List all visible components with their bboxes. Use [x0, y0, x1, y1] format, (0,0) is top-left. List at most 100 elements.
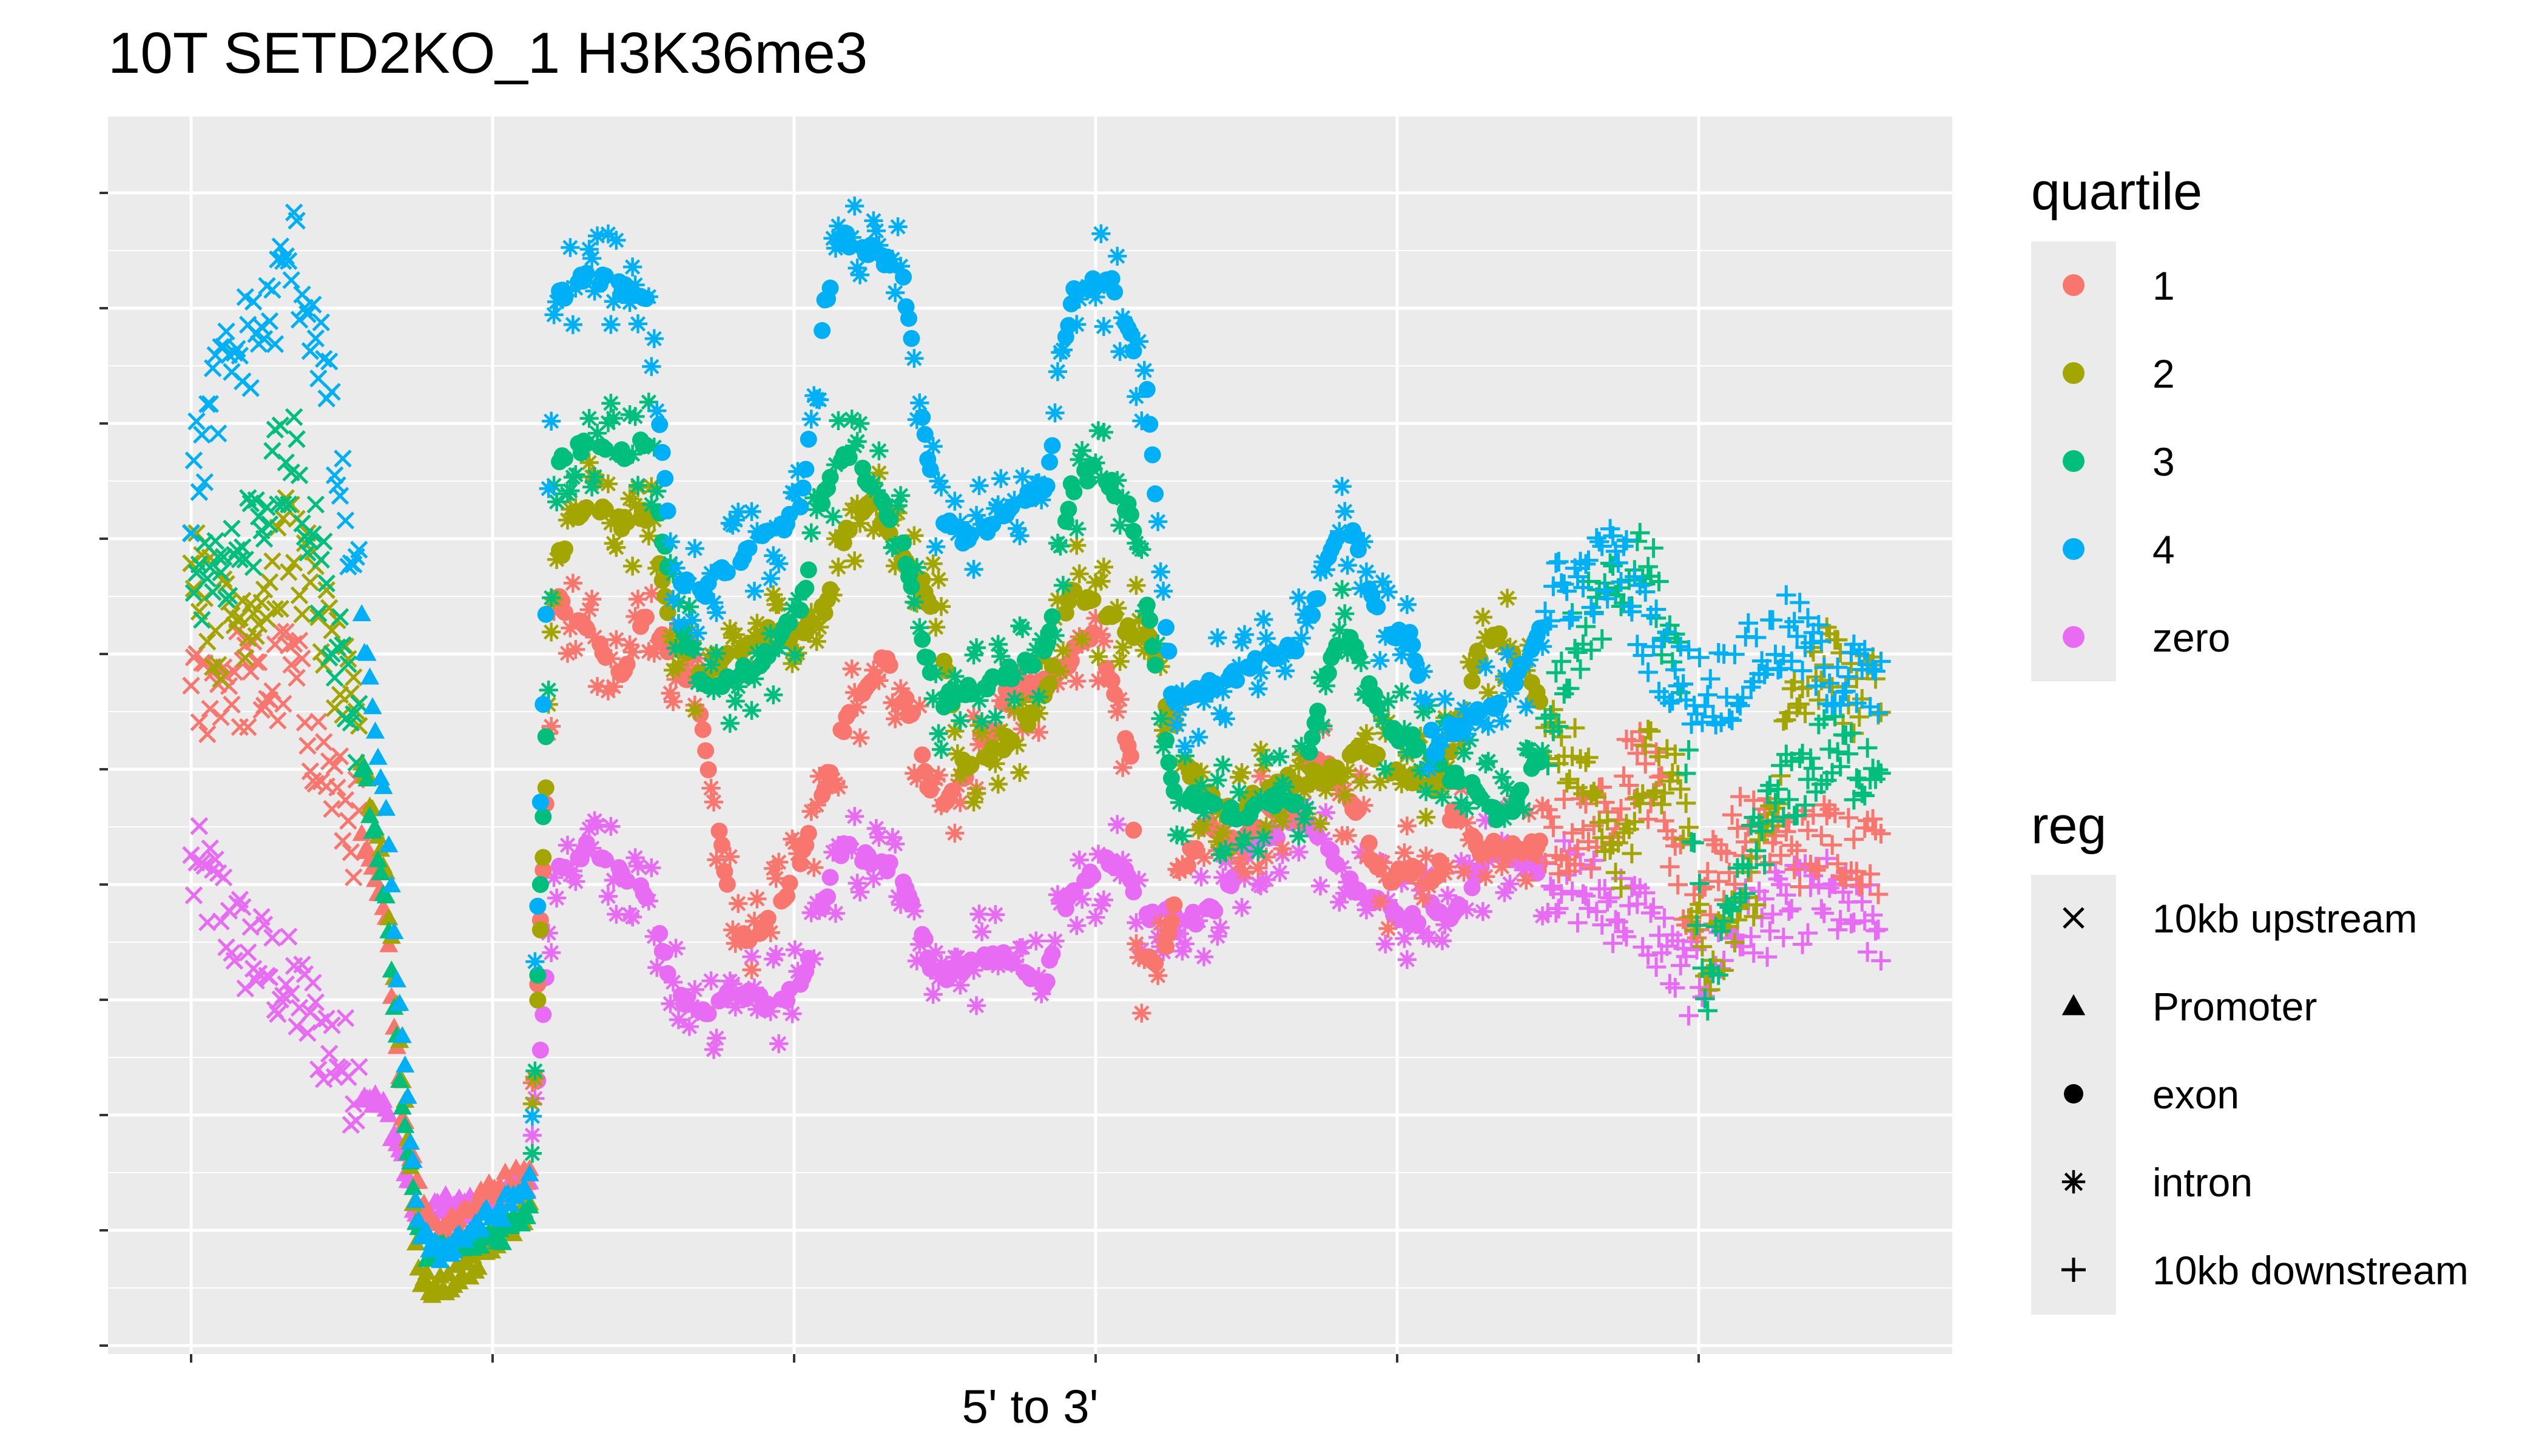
data-point	[1070, 564, 1089, 584]
data-point	[542, 622, 561, 642]
data-point	[279, 495, 298, 514]
data-point	[663, 972, 683, 992]
data-point	[1538, 755, 1558, 775]
data-point	[1579, 898, 1599, 918]
data-point	[744, 911, 764, 931]
data-point	[1273, 812, 1292, 831]
data-point	[360, 806, 380, 823]
data-point	[1573, 884, 1593, 904]
data-point	[679, 1017, 699, 1036]
data-point	[661, 684, 680, 703]
data-point	[539, 680, 558, 700]
data-point	[1589, 812, 1609, 832]
data-point	[682, 610, 702, 630]
data-point	[661, 532, 680, 551]
data-point	[1814, 903, 1835, 923]
data-point	[588, 815, 607, 835]
data-point	[1711, 921, 1731, 942]
data-point	[742, 701, 761, 720]
data-point	[1086, 908, 1105, 927]
data-point	[729, 894, 748, 913]
data-point	[1787, 840, 1807, 861]
data-point	[891, 486, 911, 505]
data-point	[1332, 477, 1352, 496]
data-point	[547, 888, 567, 908]
data-point	[1229, 854, 1249, 873]
data-point	[279, 563, 298, 581]
data-point	[1194, 848, 1214, 868]
data-point	[1191, 763, 1211, 782]
data-point	[905, 902, 924, 921]
data-point	[1094, 890, 1113, 909]
data-point	[1771, 874, 1791, 895]
data-point	[182, 676, 200, 695]
data-point	[1868, 919, 1889, 940]
data-point	[1473, 713, 1492, 733]
data-point	[945, 667, 965, 686]
data-point	[182, 524, 200, 543]
data-point	[566, 498, 585, 517]
data-point	[390, 994, 410, 1011]
data-point	[1495, 667, 1514, 686]
data-point	[1316, 803, 1336, 823]
data-point	[642, 858, 661, 878]
data-point	[582, 838, 602, 858]
data-point	[1812, 898, 1832, 919]
data-point	[1378, 582, 1398, 602]
data-point	[792, 601, 809, 619]
data-point	[579, 453, 599, 473]
data-point	[907, 558, 926, 578]
data-point	[810, 618, 829, 637]
data-point	[1540, 610, 1561, 631]
data-point	[306, 775, 325, 793]
data-point	[1798, 820, 1818, 841]
data-point	[644, 510, 664, 530]
data-point	[539, 479, 558, 498]
data-point	[1573, 578, 1593, 598]
data-point	[1871, 763, 1891, 783]
data-point	[761, 635, 780, 655]
plot-panel	[108, 116, 1952, 1354]
data-point	[1551, 652, 1572, 672]
data-point	[588, 226, 607, 246]
data-point	[848, 258, 867, 278]
data-point	[1619, 775, 1639, 795]
data-point	[231, 608, 249, 627]
data-point	[1784, 612, 1804, 632]
data-point	[1357, 682, 1376, 702]
data-point	[883, 249, 902, 269]
data-point	[1762, 811, 1783, 831]
data-point	[1051, 662, 1070, 681]
data-point	[1719, 708, 1739, 729]
data-point	[325, 757, 344, 775]
data-point	[525, 1061, 545, 1080]
data-point	[1473, 902, 1492, 922]
data-point	[312, 313, 331, 332]
data-point	[1762, 904, 1783, 925]
data-point	[929, 570, 948, 589]
data-point	[778, 887, 796, 905]
data-point	[290, 632, 309, 650]
data-point	[1414, 662, 1433, 681]
data-point	[1301, 743, 1318, 761]
data-point	[1491, 625, 1508, 642]
data-point	[190, 555, 209, 574]
data-point	[1808, 857, 1829, 877]
data-point	[598, 224, 618, 244]
data-point	[1478, 716, 1498, 736]
data-point	[1208, 770, 1227, 790]
data-point	[1546, 662, 1566, 683]
data-point	[1335, 786, 1355, 805]
data-point	[1579, 747, 1599, 767]
data-point	[888, 217, 908, 237]
data-point	[742, 960, 761, 980]
data-point	[848, 432, 867, 451]
data-point	[285, 553, 303, 572]
data-point	[365, 818, 385, 835]
data-point	[916, 426, 934, 443]
data-point	[1414, 889, 1433, 908]
data-point	[1736, 832, 1756, 852]
data-point	[1338, 556, 1357, 575]
data-point	[986, 754, 1005, 774]
data-point	[1611, 798, 1631, 819]
